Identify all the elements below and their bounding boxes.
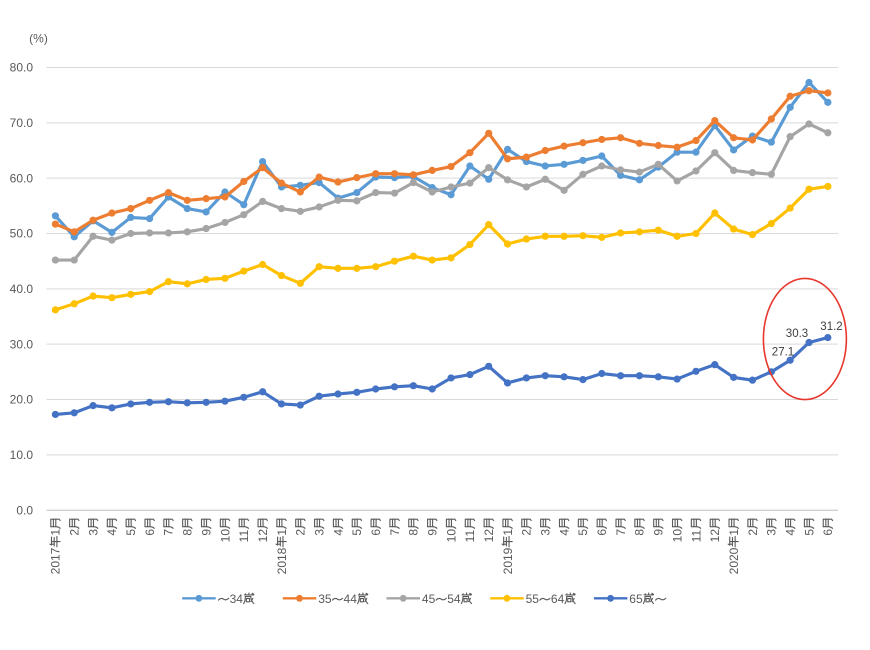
svg-text:3: 3 — [86, 529, 100, 536]
svg-text:55: 55 — [526, 592, 540, 606]
svg-text:20.0: 20.0 — [10, 393, 34, 407]
svg-text:80.0: 80.0 — [10, 61, 34, 75]
svg-text:8: 8 — [407, 529, 421, 536]
svg-text:10: 10 — [444, 529, 458, 543]
svg-text:6: 6 — [143, 529, 157, 536]
svg-text:1: 1 — [49, 529, 63, 536]
svg-text:9: 9 — [426, 529, 440, 536]
svg-text:50.0: 50.0 — [10, 227, 34, 241]
svg-text:4: 4 — [105, 529, 119, 536]
svg-text:34: 34 — [230, 592, 244, 606]
svg-text:5: 5 — [802, 529, 816, 536]
svg-text:11: 11 — [689, 530, 703, 543]
svg-text:7: 7 — [614, 529, 628, 536]
svg-text:44: 44 — [344, 592, 358, 606]
svg-text:10.0: 10.0 — [10, 448, 34, 462]
svg-text:6: 6 — [595, 529, 609, 536]
svg-text:1: 1 — [501, 529, 515, 536]
svg-text:6: 6 — [369, 529, 383, 536]
svg-text:7: 7 — [162, 529, 176, 536]
svg-text:11: 11 — [463, 530, 477, 543]
svg-text:2: 2 — [68, 529, 82, 536]
svg-text:40.0: 40.0 — [10, 282, 34, 296]
svg-text:27.1: 27.1 — [772, 346, 794, 358]
svg-text:9: 9 — [199, 529, 213, 536]
svg-text:35: 35 — [318, 592, 332, 606]
svg-text:0.0: 0.0 — [16, 503, 33, 517]
svg-text:2: 2 — [746, 529, 760, 536]
svg-text:1: 1 — [727, 529, 741, 536]
svg-text:45: 45 — [422, 592, 436, 606]
svg-text:2018: 2018 — [275, 547, 289, 574]
svg-text:12: 12 — [482, 529, 496, 543]
svg-text:2020: 2020 — [727, 547, 741, 574]
svg-text:3: 3 — [539, 529, 553, 536]
svg-text:30.0: 30.0 — [10, 337, 34, 351]
svg-text:4: 4 — [331, 529, 345, 536]
svg-text:7: 7 — [388, 529, 402, 536]
svg-text:10: 10 — [218, 529, 232, 543]
svg-text:5: 5 — [124, 529, 138, 536]
svg-text:5: 5 — [576, 529, 590, 536]
svg-text:12: 12 — [708, 529, 722, 543]
svg-text:4: 4 — [557, 529, 571, 536]
svg-text:10: 10 — [670, 529, 684, 543]
svg-text:2019: 2019 — [501, 547, 515, 574]
svg-text:8: 8 — [181, 529, 195, 536]
svg-text:65: 65 — [629, 592, 643, 606]
svg-text:1: 1 — [275, 529, 289, 536]
svg-text:11: 11 — [237, 530, 251, 543]
svg-text:2017: 2017 — [49, 547, 63, 574]
svg-text:5: 5 — [350, 529, 364, 536]
svg-text:2: 2 — [520, 529, 534, 536]
svg-text:9: 9 — [652, 529, 666, 536]
svg-text:64: 64 — [551, 592, 565, 606]
svg-text:3: 3 — [765, 529, 779, 536]
svg-text:70.0: 70.0 — [10, 116, 34, 130]
svg-text:3: 3 — [312, 529, 326, 536]
svg-text:60.0: 60.0 — [10, 171, 34, 185]
svg-text:2: 2 — [294, 529, 308, 536]
svg-text:8: 8 — [633, 529, 647, 536]
svg-text:(%): (%) — [29, 32, 48, 46]
svg-text:31.2: 31.2 — [820, 321, 842, 333]
svg-text:6: 6 — [821, 529, 835, 536]
svg-text:30.3: 30.3 — [786, 328, 808, 340]
svg-text:54: 54 — [447, 592, 461, 606]
svg-text:12: 12 — [256, 529, 270, 543]
svg-text:4: 4 — [783, 529, 797, 536]
